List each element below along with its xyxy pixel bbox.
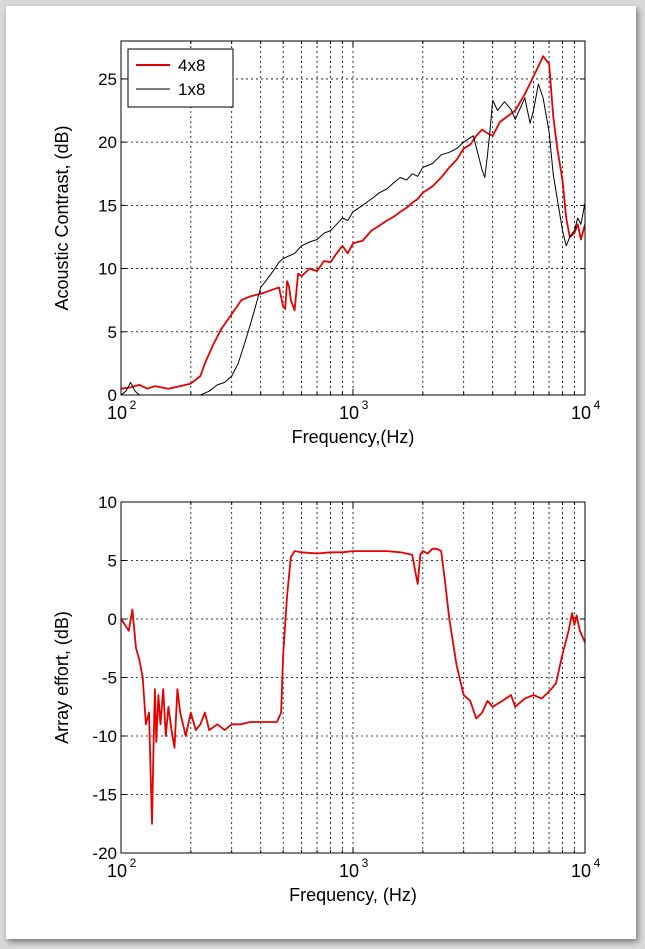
x-tick-label: 10 (339, 403, 359, 423)
y-tick-label: 0 (108, 610, 117, 629)
x-tick-label-exponent: 3 (362, 398, 369, 412)
y-tick-label: 0 (108, 386, 117, 405)
series-line-4x8 (121, 55, 585, 390)
x-tick-label: 10 (107, 403, 127, 423)
y-tick-label: 25 (98, 70, 117, 89)
y-tick-label: 5 (108, 323, 117, 342)
x-tick-label-exponent: 2 (130, 856, 137, 870)
legend-label: 4x8 (178, 56, 205, 75)
y-axis-label: Acoustic Contrast, (dB) (52, 125, 72, 310)
y-tick-label: 10 (98, 493, 117, 512)
x-tick-label-exponent: 3 (362, 856, 369, 870)
y-tick-label: -10 (92, 727, 117, 746)
y-tick-label: 5 (108, 552, 117, 571)
y-tick-label: -5 (102, 669, 117, 688)
x-tick-label-exponent: 4 (594, 856, 601, 870)
x-axis-label: Frequency, (Hz) (289, 885, 417, 905)
y-tick-label: -15 (92, 786, 117, 805)
x-tick-label: 10 (571, 861, 591, 881)
y-tick-label: 15 (98, 196, 117, 215)
legend-box (127, 48, 234, 108)
y-tick-label: -20 (92, 844, 117, 863)
x-tick-label-exponent: 4 (594, 398, 601, 412)
x-tick-label-exponent: 2 (130, 398, 137, 412)
x-axis-label: Frequency,(Hz) (292, 427, 415, 447)
x-tick-label: 10 (571, 403, 591, 423)
y-axis-label: Array effort, (dB) (52, 611, 72, 744)
legend-label: 1x8 (178, 80, 205, 99)
x-tick-label: 10 (339, 861, 359, 881)
figure-panel: 0 5 10 15 20 25 10 2 10 3 10 4 Frequency,(Hz) Acousti… (6, 6, 636, 939)
y-tick-label: 20 (98, 133, 117, 152)
x-tick-label: 10 (107, 861, 127, 881)
series-line-effort (121, 547, 585, 825)
y-tick-label: 10 (98, 260, 117, 279)
series-line-1x8 (121, 83, 585, 395)
